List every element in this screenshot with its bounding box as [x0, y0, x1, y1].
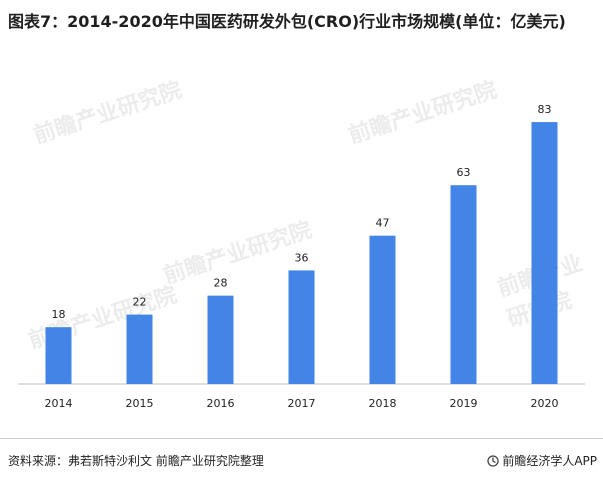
x-tick-label-2019: 2019: [450, 397, 478, 410]
x-tick-label-2015: 2015: [126, 397, 154, 410]
bar-2016: [207, 295, 234, 384]
bar-chart: 18 2014 22 2015 28 2016 36 2017 47 2018 63 2019 83 20…: [18, 103, 585, 410]
bar-2017: [288, 270, 315, 384]
bar-2015: [126, 314, 153, 384]
chart-area: 18 2014 22 2015 28 2016 36 2017 47 2018 63 2019 83 20…: [0, 40, 603, 420]
x-tick-label-2016: 2016: [207, 397, 235, 410]
x-tick-label-2020: 2020: [531, 397, 559, 410]
x-tick-label-2017: 2017: [288, 397, 316, 410]
data-label-2020: 83: [538, 103, 552, 116]
chart-title: 图表7：2014-2020年中国医药研发外包(CRO)行业市场规模(单位：亿美元…: [8, 12, 566, 31]
brand-credit: 前瞻经济学人APP: [487, 452, 597, 469]
source-note: 资料来源：弗若斯特沙利文 前瞻产业研究院整理: [8, 454, 264, 468]
bar-2014: [45, 327, 72, 384]
data-label-2016: 28: [214, 277, 228, 290]
data-label-2018: 47: [376, 217, 390, 230]
x-tick-label-2014: 2014: [45, 397, 73, 410]
bar-2018: [369, 235, 396, 384]
data-label-2014: 18: [52, 308, 66, 321]
footer-divider: [0, 438, 603, 439]
bar-2019: [450, 185, 477, 384]
data-label-2017: 36: [295, 251, 309, 264]
brand-logo-icon: [487, 454, 499, 467]
data-label-2019: 63: [457, 166, 471, 179]
brand-name: 前瞻经济学人APP: [502, 454, 597, 468]
data-label-2015: 22: [133, 296, 147, 309]
x-tick-label-2018: 2018: [369, 397, 397, 410]
bar-2020: [531, 122, 558, 384]
